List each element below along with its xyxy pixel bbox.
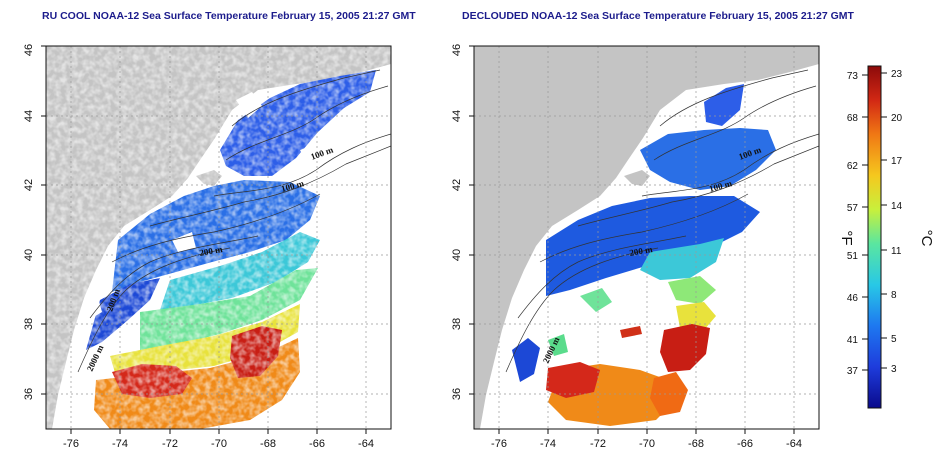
right-x-tick-label: -72 [590, 438, 606, 450]
temperature-colorbar: 73 68 62 57 51 46 41 37 23 20 17 14 11 8… [838, 65, 935, 409]
right-map-panel: 100 m 100 m 200 m 2000 m -76 -74 -72 -70… [451, 44, 820, 450]
left-y-tick-label: 44 [23, 110, 35, 122]
right-sst-mid-green-2 [668, 276, 716, 304]
left-y-tick-label: 46 [23, 44, 35, 56]
colorbar-ticks [862, 72, 887, 371]
right-sst-north-blue [704, 84, 744, 126]
right-axis-ticks [469, 45, 795, 434]
left-x-tick-label: -74 [112, 438, 128, 450]
left-y-tick-label: 42 [23, 179, 35, 191]
fahrenheit-tick-label: 57 [847, 203, 859, 214]
fahrenheit-tick-labels: 73 68 62 57 51 46 41 37 [847, 71, 859, 377]
left-bathymetry-contours [77, 69, 391, 373]
left-grid [46, 46, 391, 429]
right-land-mass [474, 46, 819, 429]
left-y-tick-labels: 36 38 40 42 44 46 [23, 44, 35, 400]
left-contour-label-3: 200 m [199, 244, 224, 258]
fahrenheit-tick-label: 37 [847, 366, 859, 377]
celsius-tick-label: 23 [891, 69, 903, 80]
celsius-tick-label: 20 [891, 113, 903, 124]
colorbar-gradient [867, 65, 882, 409]
right-y-tick-label: 44 [451, 110, 463, 122]
right-sst-shelf-blue [546, 196, 760, 296]
fahrenheit-tick-label: 46 [847, 293, 859, 304]
panel-1-title: RU COOL NOAA-12 Sea Surface Temperature … [42, 10, 416, 22]
right-y-tick-label: 46 [451, 44, 463, 56]
right-y-tick-label: 36 [451, 388, 463, 400]
right-sst-red-strip [620, 326, 642, 338]
right-x-tick-label: -70 [639, 438, 655, 450]
celsius-tick-label: 11 [891, 246, 902, 257]
right-grid [474, 46, 819, 429]
right-x-tick-label: -68 [688, 438, 704, 450]
right-y-tick-label: 38 [451, 318, 463, 330]
celsius-tick-labels: 23 20 17 14 11 8 5 3 [891, 69, 903, 375]
fahrenheit-tick-label: 62 [847, 161, 859, 172]
left-x-tick-label: -66 [309, 438, 325, 450]
left-x-tick-labels: -76 -74 -72 -70 -68 -66 -64 [63, 438, 374, 450]
celsius-tick-label: 5 [891, 334, 897, 345]
left-map-panel: 100 m 100 m 200 m 200 m 2000 m -76 -74 -… [23, 44, 392, 450]
right-x-tick-label: -66 [737, 438, 753, 450]
fahrenheit-tick-label: 73 [847, 71, 859, 82]
right-x-tick-label: -76 [491, 438, 507, 450]
right-sst-green-small [548, 334, 568, 356]
right-x-tick-label: -64 [786, 438, 802, 450]
left-x-tick-label: -64 [358, 438, 374, 450]
celsius-unit-label: °C [918, 230, 935, 247]
right-y-tick-label: 40 [451, 249, 463, 261]
left-x-tick-label: -72 [162, 438, 178, 450]
left-axis-ticks [41, 45, 367, 434]
right-y-tick-labels: 36 38 40 42 44 46 [451, 44, 463, 400]
left-y-tick-label: 36 [23, 388, 35, 400]
celsius-tick-label: 3 [891, 364, 897, 375]
left-x-tick-label: -76 [63, 438, 79, 450]
left-y-tick-label: 38 [23, 318, 35, 330]
right-sst-red-core [546, 362, 600, 398]
right-sst-red-east [660, 324, 710, 372]
right-bathymetry-contours [505, 69, 819, 373]
fahrenheit-unit-label: °F [838, 230, 855, 245]
right-x-tick-labels: -76 -74 -72 -70 -68 -66 -64 [491, 438, 802, 450]
fahrenheit-tick-label: 68 [847, 113, 859, 124]
right-sst-mid-cyan [640, 238, 724, 280]
left-x-tick-label: -68 [260, 438, 276, 450]
fahrenheit-tick-label: 41 [847, 335, 859, 346]
celsius-tick-label: 17 [891, 156, 903, 167]
fahrenheit-tick-label: 51 [847, 251, 859, 262]
right-y-tick-label: 42 [451, 179, 463, 191]
right-sst-coastal-dark [512, 338, 540, 382]
left-cloud-speckle [46, 46, 391, 429]
left-y-tick-label: 40 [23, 249, 35, 261]
celsius-tick-label: 14 [891, 201, 903, 212]
celsius-tick-label: 8 [891, 290, 897, 301]
right-x-tick-label: -74 [540, 438, 556, 450]
right-cape-cod [624, 170, 650, 186]
right-sst-mid-green [580, 288, 612, 312]
panel-2-title: DECLOUDED NOAA-12 Sea Surface Temperatur… [462, 10, 854, 22]
right-sst-gulf-maine [640, 128, 776, 190]
right-contour-label-3: 200 m [629, 244, 654, 258]
left-x-tick-label: -70 [211, 438, 227, 450]
